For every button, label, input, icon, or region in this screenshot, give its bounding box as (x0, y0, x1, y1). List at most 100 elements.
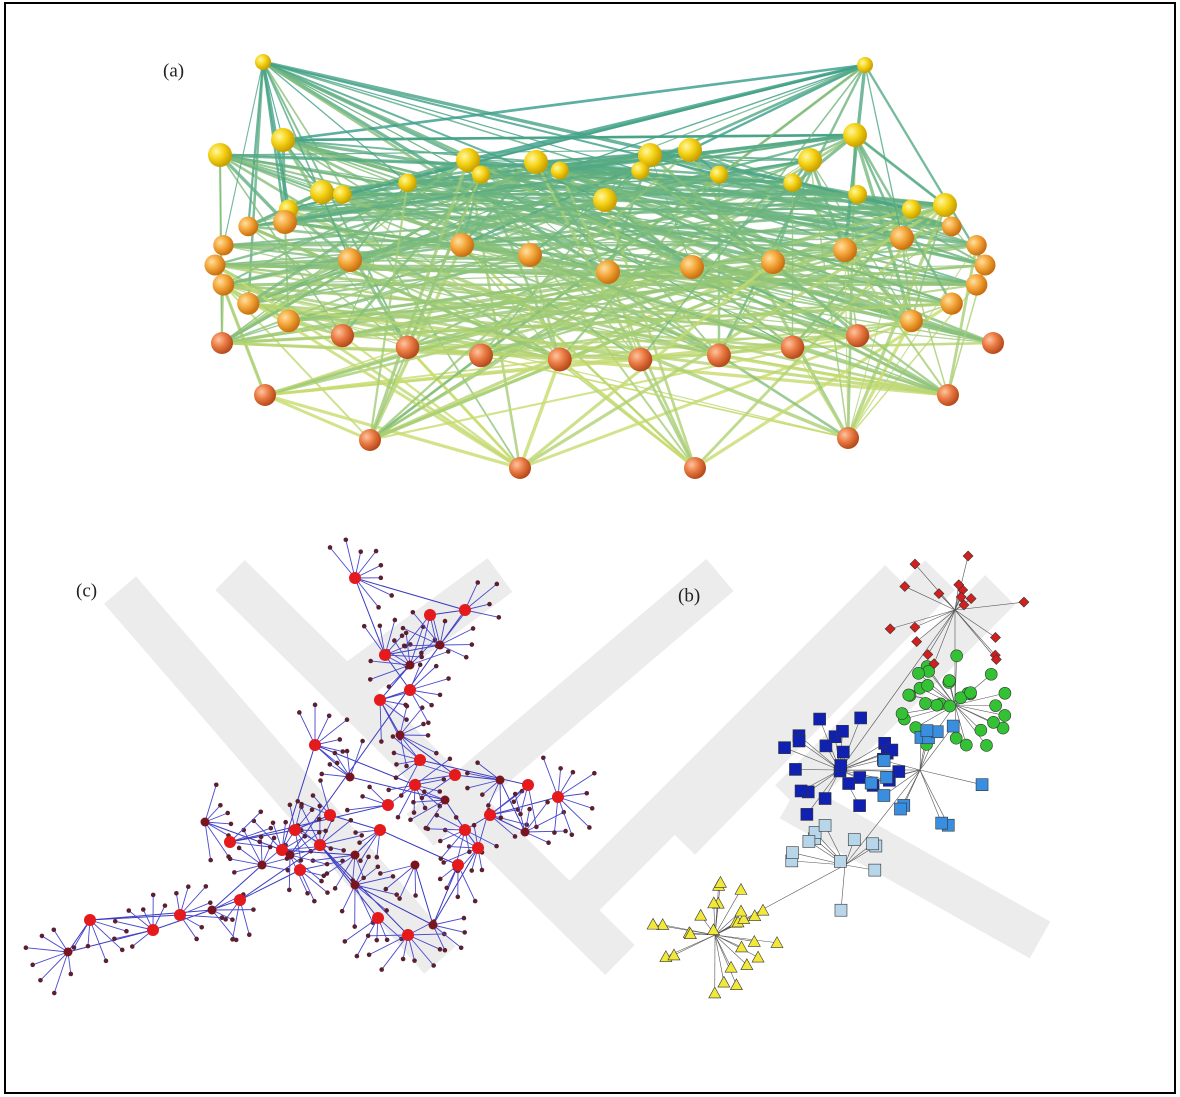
leaf-node (374, 549, 379, 554)
hub-node (414, 754, 426, 766)
node (922, 679, 934, 691)
node (333, 185, 352, 204)
leaf-node (494, 844, 499, 849)
hub-node (289, 824, 301, 836)
leaf-node (496, 615, 501, 620)
leaf-node (412, 810, 417, 815)
leaf-node (199, 925, 204, 930)
hub-node (286, 851, 295, 860)
node (836, 725, 848, 737)
leaf-node (358, 549, 363, 554)
figure: (a) (c) (b) (0, 0, 1180, 1097)
hub-node (64, 948, 73, 957)
node (966, 235, 986, 255)
node (338, 248, 362, 272)
leaf-node (511, 799, 516, 804)
leaf-node (141, 907, 146, 912)
leaf-node (226, 854, 231, 859)
leaf-node (325, 862, 330, 867)
node (912, 667, 924, 679)
leaf-node (513, 834, 518, 839)
hub-node (429, 921, 438, 930)
leaf-node (378, 576, 383, 581)
leaf-node (268, 845, 273, 850)
hub-node (409, 779, 421, 791)
node (271, 128, 295, 152)
leaf-node (462, 930, 467, 935)
leaf-node (310, 807, 315, 812)
node (931, 699, 943, 711)
leaf-node (421, 722, 426, 727)
node (878, 789, 890, 801)
edge (415, 865, 416, 895)
leaf-node (475, 580, 480, 585)
leaf-node (394, 762, 399, 767)
node (680, 255, 704, 279)
leaf-node (431, 963, 436, 968)
leaf-node (552, 830, 557, 835)
leaf-node (462, 916, 467, 921)
leaf-node (328, 762, 333, 767)
leaf-node (204, 884, 209, 889)
leaf-node (426, 827, 431, 832)
leaf-node (443, 828, 448, 833)
node (848, 185, 867, 204)
node (843, 123, 867, 147)
node (854, 800, 866, 812)
leaf-node (419, 655, 424, 660)
leaf-node (429, 703, 434, 708)
leaf-node (513, 792, 518, 797)
node (684, 457, 706, 479)
node (789, 763, 801, 775)
leaf-node (237, 846, 242, 851)
hub-node (441, 796, 450, 805)
hub-node (349, 572, 361, 584)
leaf-node (38, 978, 43, 983)
leaf-node (357, 840, 362, 845)
leaf-node (328, 846, 333, 851)
node (596, 260, 620, 284)
leaf-node (448, 757, 453, 762)
leaf-node (112, 936, 117, 941)
hub-node (436, 641, 445, 650)
hub-node (351, 851, 360, 860)
node (987, 716, 999, 728)
leaf-node (459, 945, 464, 950)
leaf-node (471, 626, 476, 631)
leaf-node (358, 858, 363, 863)
node (208, 143, 232, 167)
node (941, 293, 963, 315)
node (707, 343, 731, 367)
leaf-node (302, 834, 307, 839)
leaf-node (393, 618, 398, 623)
node (943, 675, 955, 687)
leaf-node (113, 919, 118, 924)
leaf-node (408, 817, 413, 822)
node (919, 697, 931, 709)
leaf-node (486, 803, 491, 808)
hub-node (324, 809, 336, 821)
node (310, 180, 334, 204)
leaf-node (317, 817, 322, 822)
leaf-node (438, 856, 443, 861)
hub-node (552, 791, 564, 803)
leaf-node (404, 764, 409, 769)
leaf-node (335, 761, 340, 766)
hub-node (472, 842, 484, 854)
leaf-node (374, 938, 379, 943)
node (819, 793, 831, 805)
node (890, 226, 914, 250)
leaf-node (403, 644, 408, 649)
leaf-node (590, 806, 595, 811)
node (273, 210, 297, 234)
node (837, 746, 849, 758)
leaf-node (283, 820, 288, 825)
leaf-node (563, 829, 568, 834)
leaf-node (362, 624, 367, 629)
leaf-node (120, 948, 125, 953)
node (867, 838, 879, 850)
hub-node (84, 914, 96, 926)
node (678, 138, 702, 162)
leaf-node (126, 908, 131, 913)
leaf-node (225, 811, 230, 816)
